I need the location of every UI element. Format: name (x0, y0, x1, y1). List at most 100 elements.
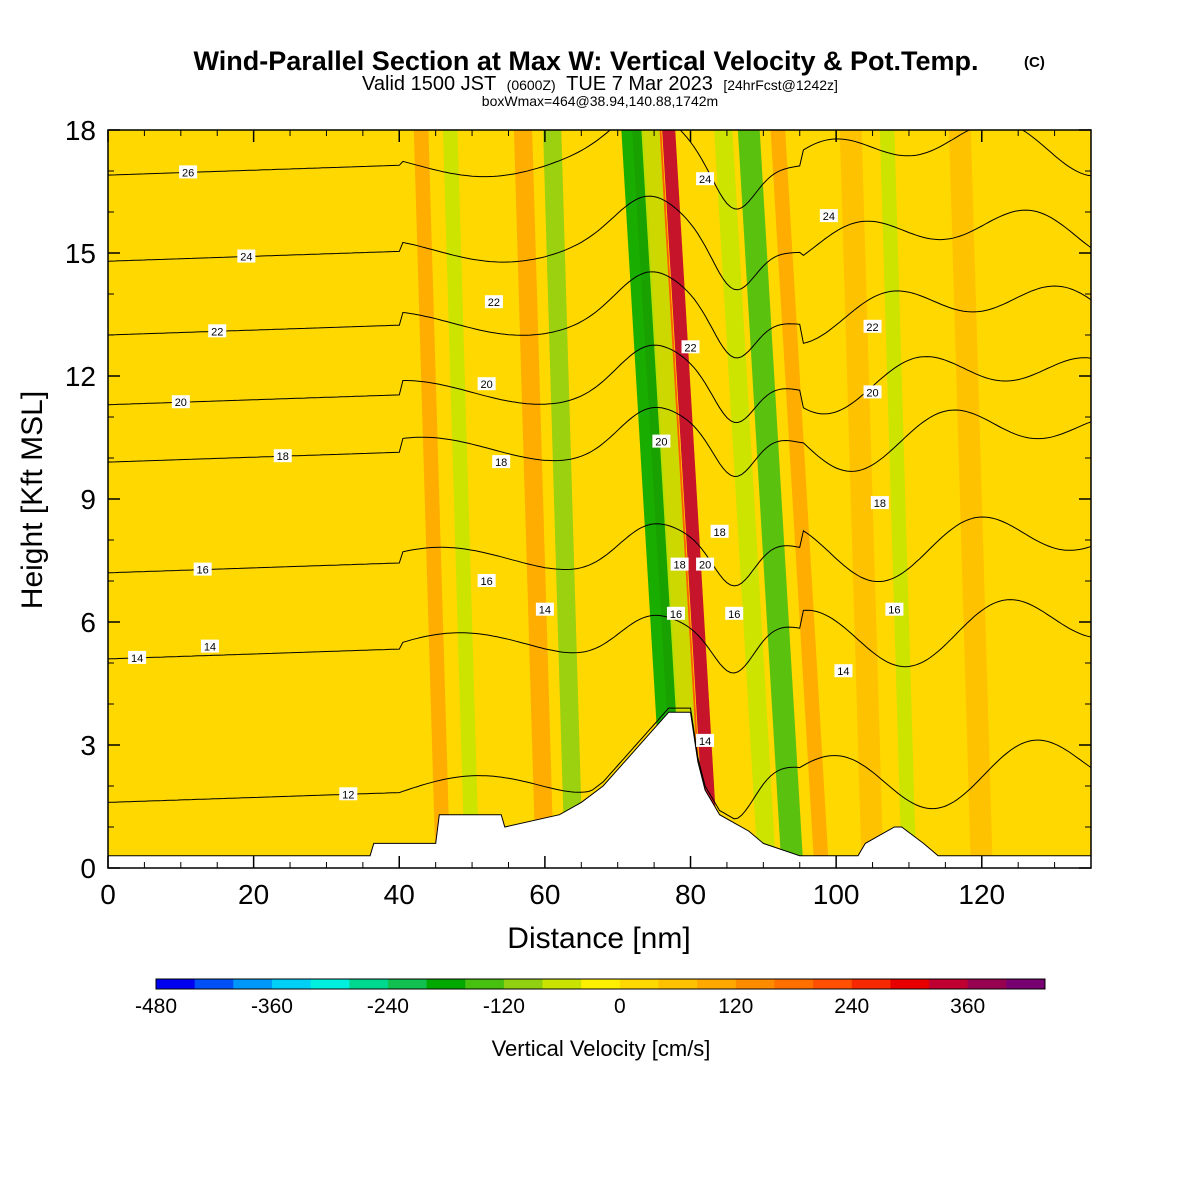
theta-contour-label: 22 (208, 324, 227, 338)
theta-contour-label: 18 (710, 524, 729, 539)
colorbar-tick-label: 120 (718, 995, 753, 1018)
x-tick-label: 120 (958, 879, 1005, 910)
subtitle-forecast: [24hrFcst@1242z] (723, 77, 838, 93)
theta-contour-label: 14 (696, 733, 715, 748)
y-tick-label: 18 (65, 115, 96, 146)
svg-text:24: 24 (699, 174, 711, 186)
x-tick-label: 80 (675, 879, 706, 910)
y-tick-label: 6 (80, 607, 96, 638)
svg-text:14: 14 (539, 605, 551, 617)
colorbar-swatch (1006, 979, 1046, 989)
velocity-band (839, 130, 884, 868)
theta-contour-line (108, 271, 1091, 359)
theta-contour-label: 24 (819, 209, 838, 223)
theta-contour-label: 18 (670, 557, 689, 572)
y-tick-label: 0 (80, 853, 96, 884)
colorbar-swatch (967, 979, 1007, 989)
colorbar-swatch (349, 979, 389, 989)
theta-contour-label: 20 (171, 395, 190, 409)
svg-text:18: 18 (673, 560, 685, 572)
velocity-band (949, 130, 993, 868)
colorbar-swatch (156, 979, 196, 989)
colorbar-swatch (619, 979, 659, 989)
x-tick-label: 20 (238, 879, 269, 910)
theta-contour-label: 20 (477, 377, 496, 391)
theta-contour-label: 16 (477, 574, 496, 588)
svg-text:20: 20 (866, 387, 878, 399)
colorbar-swatch (465, 979, 505, 989)
subtitle-date: TUE 7 Mar 2023 (566, 73, 713, 95)
colorbar-swatch (774, 979, 814, 989)
subtitle-zulu-time: (0600Z) (507, 77, 556, 93)
velocity-band (621, 130, 687, 868)
chart-title: Wind-Parallel Section at Max W: Vertical… (194, 46, 979, 76)
colorbar-swatch (813, 979, 853, 989)
y-tick-label: 15 (65, 238, 96, 269)
colorbar-frame (155, 978, 1046, 990)
theta-contour-label: 16 (193, 562, 212, 577)
theta-contour-label: 20 (652, 434, 671, 449)
subtitle-valid-time: Valid 1500 JST (362, 73, 496, 95)
x-tick-label: 60 (529, 879, 560, 910)
svg-text:26: 26 (182, 167, 194, 179)
svg-text:22: 22 (211, 326, 223, 338)
colorbar-swatch (851, 979, 891, 989)
terrain (108, 711, 1091, 868)
theta-contour-line (108, 130, 1091, 210)
copyright-mark: (C) (1024, 54, 1045, 71)
x-tick-label: 40 (384, 879, 415, 910)
colorbar-swatch (735, 979, 775, 989)
colorbar-swatch (581, 979, 621, 989)
colorbar-swatch (387, 979, 428, 989)
colorbar-swatch (929, 979, 969, 989)
svg-text:16: 16 (728, 609, 740, 621)
theta-contour-label: 26 (179, 165, 198, 179)
svg-text:22: 22 (866, 322, 878, 334)
velocity-band (543, 130, 584, 868)
theta-contour-label: 14 (128, 650, 147, 665)
colorbar-tick-label: -120 (483, 995, 525, 1018)
colorbar-swatch (310, 979, 350, 989)
colorbar-swatch (194, 979, 234, 989)
theta-contour-label: 20 (863, 385, 882, 399)
y-tick-label: 3 (80, 730, 96, 761)
colorbar-swatch (890, 979, 930, 989)
svg-text:22: 22 (488, 297, 500, 309)
colorbar-swatch (426, 979, 466, 989)
velocity-band (513, 130, 554, 868)
svg-text:24: 24 (240, 252, 252, 264)
theta-contour-line (108, 344, 1091, 424)
velocity-band (662, 130, 719, 868)
colorbar-swatch (542, 979, 582, 989)
svg-text:12: 12 (342, 789, 354, 801)
x-axis: 0 20 40 60 80 100 120 (100, 130, 1092, 910)
svg-text:20: 20 (481, 379, 493, 391)
velocity-band (641, 130, 704, 868)
y-axis-label: Height [Kft MSL] (16, 391, 49, 609)
x-tick-label: 100 (813, 879, 860, 910)
y-tick-label: 12 (65, 361, 96, 392)
velocity-band (413, 130, 451, 868)
svg-text:22: 22 (684, 342, 696, 354)
svg-text:24: 24 (823, 211, 835, 223)
box-wmax-line: boxWmax=464@38.94,140.88,1742m (482, 93, 718, 109)
colorbar-tick-label: -240 (367, 995, 409, 1018)
plot-background (108, 130, 1091, 868)
colorbar: -480 -360 -240 -120 0 120 240 360 (135, 978, 1046, 1018)
theta-contour-label: 24 (696, 172, 715, 186)
colorbar-swatch (233, 979, 273, 989)
theta-contour-label: 22 (863, 319, 882, 334)
svg-text:18: 18 (495, 457, 507, 469)
theta-contour-label: 16 (885, 602, 904, 617)
svg-text:16: 16 (197, 565, 209, 577)
velocity-band (879, 130, 917, 868)
contour-labels: 12 14 16 18 20 22 24 26 24 24 22 22 22 20 20 20 18 18 18 18… (128, 165, 904, 801)
colorbar-tick-label: 360 (950, 995, 985, 1018)
theta-contour-line (108, 599, 1091, 674)
theta-contour-label: 14 (200, 639, 219, 654)
colorbar-tick-label: 240 (834, 995, 869, 1018)
svg-text:20: 20 (655, 437, 667, 449)
theta-contour-label: 18 (870, 496, 889, 510)
colorbar-tick-label: -480 (135, 995, 177, 1018)
